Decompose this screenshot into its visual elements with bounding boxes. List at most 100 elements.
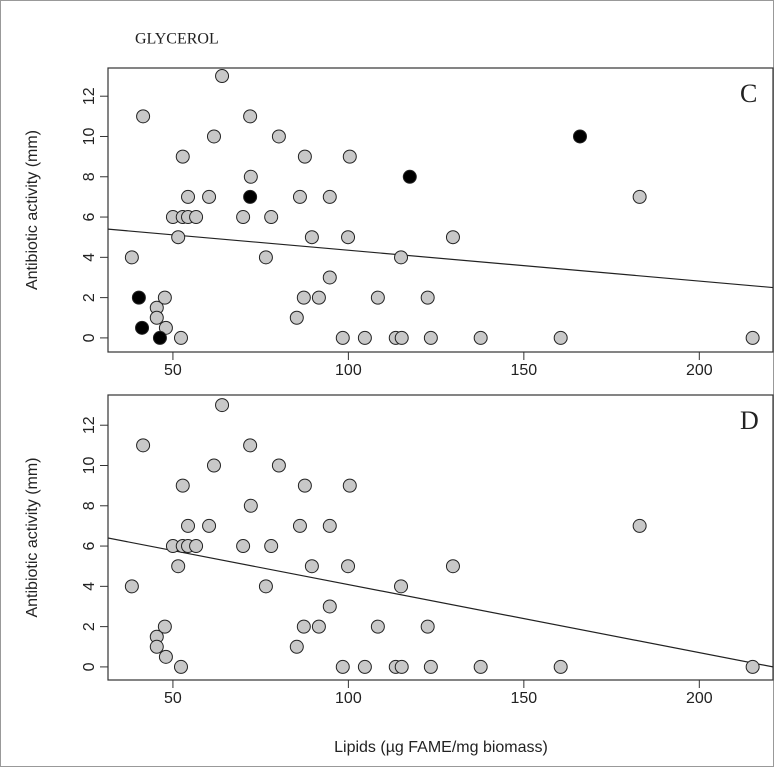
y-axis-label: Antibiotic activity (mm) xyxy=(24,457,41,617)
point xyxy=(394,579,409,594)
point xyxy=(473,659,488,674)
point xyxy=(243,498,258,513)
point xyxy=(357,659,372,674)
y-axis-label: Antibiotic activity (mm) xyxy=(24,130,41,290)
point xyxy=(292,518,307,533)
point xyxy=(171,230,186,245)
point xyxy=(402,169,417,184)
point xyxy=(173,330,188,345)
point xyxy=(296,619,311,634)
x-tick-label: 50 xyxy=(164,690,182,707)
point xyxy=(236,210,251,225)
point xyxy=(304,230,319,245)
point xyxy=(215,69,230,84)
point xyxy=(311,290,326,305)
point xyxy=(215,398,230,413)
point xyxy=(445,559,460,574)
point xyxy=(292,189,307,204)
point xyxy=(189,539,204,554)
point xyxy=(394,659,409,674)
point xyxy=(175,478,190,493)
point xyxy=(173,659,188,674)
point xyxy=(152,330,167,345)
point xyxy=(341,559,356,574)
point xyxy=(175,149,190,164)
point xyxy=(394,330,409,345)
point xyxy=(296,290,311,305)
point xyxy=(243,109,258,124)
point xyxy=(423,330,438,345)
point xyxy=(264,539,279,554)
point xyxy=(322,599,337,614)
x-tick-label: 100 xyxy=(335,690,362,707)
y-tick-label: 8 xyxy=(81,172,98,181)
point xyxy=(189,210,204,225)
y-tick-label: 6 xyxy=(81,213,98,222)
point xyxy=(335,330,350,345)
plot-box xyxy=(107,394,774,681)
point xyxy=(420,619,435,634)
point xyxy=(445,230,460,245)
point xyxy=(264,210,279,225)
point xyxy=(202,189,217,204)
point xyxy=(243,169,258,184)
panel-label: C xyxy=(740,79,757,108)
point xyxy=(297,478,312,493)
point xyxy=(157,290,172,305)
y-tick-label: 6 xyxy=(81,542,98,551)
point xyxy=(258,250,273,265)
point xyxy=(124,579,139,594)
point xyxy=(423,659,438,674)
point xyxy=(632,189,647,204)
point xyxy=(745,659,760,674)
point xyxy=(135,320,150,335)
y-tick-label: 10 xyxy=(81,456,98,474)
point xyxy=(206,458,221,473)
plot-area xyxy=(108,398,773,674)
point xyxy=(181,189,196,204)
point xyxy=(149,639,164,654)
point xyxy=(181,518,196,533)
point xyxy=(342,149,357,164)
point xyxy=(171,559,186,574)
point xyxy=(202,518,217,533)
y-tick-label: 12 xyxy=(81,416,98,434)
point xyxy=(206,129,221,144)
point xyxy=(304,559,319,574)
point xyxy=(271,458,286,473)
point xyxy=(394,250,409,265)
point xyxy=(322,270,337,285)
point xyxy=(370,290,385,305)
point xyxy=(149,310,164,325)
y-tick-label: 0 xyxy=(81,662,98,671)
x-tick-label: 200 xyxy=(686,690,713,707)
point xyxy=(553,659,568,674)
point xyxy=(632,518,647,533)
point xyxy=(124,250,139,265)
point xyxy=(335,659,350,674)
point xyxy=(131,290,146,305)
y-tick-label: 2 xyxy=(81,622,98,631)
y-tick-label: 0 xyxy=(81,333,98,342)
point xyxy=(243,438,258,453)
point xyxy=(289,639,304,654)
point xyxy=(311,619,326,634)
point xyxy=(136,438,151,453)
fit-line xyxy=(108,537,773,668)
point xyxy=(297,149,312,164)
x-axis-label: Lipids (µg FAME/mg biomass) xyxy=(334,739,548,756)
point xyxy=(370,619,385,634)
plot-area xyxy=(108,69,773,345)
point xyxy=(572,129,587,144)
panel-label: D xyxy=(740,406,759,435)
x-tick-label: 150 xyxy=(510,362,537,379)
point xyxy=(553,330,568,345)
point xyxy=(342,478,357,493)
y-tick-label: 2 xyxy=(81,293,98,302)
point xyxy=(236,539,251,554)
point xyxy=(271,129,286,144)
point xyxy=(322,189,337,204)
point xyxy=(322,518,337,533)
